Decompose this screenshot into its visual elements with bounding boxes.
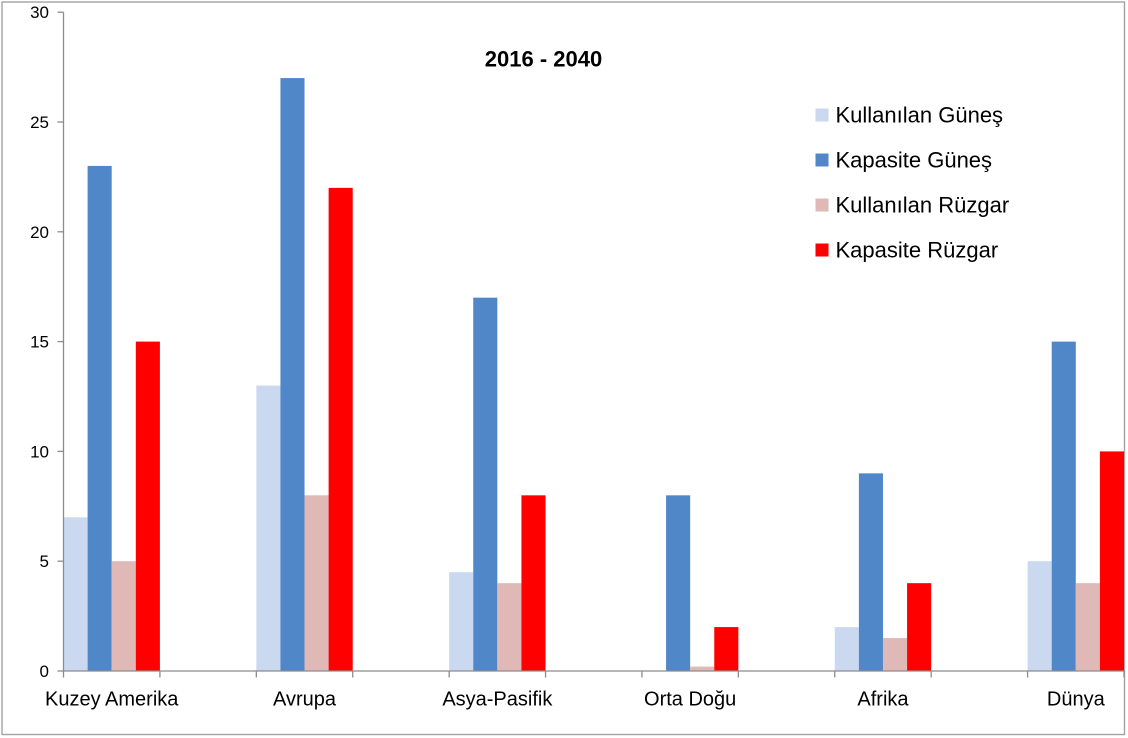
svg-text:5: 5 — [40, 552, 49, 571]
svg-text:15: 15 — [30, 333, 49, 352]
svg-text:Kuzey Amerika: Kuzey Amerika — [45, 689, 179, 711]
svg-text:20: 20 — [30, 223, 49, 242]
svg-text:Kapasite Rüzgar: Kapasite Rüzgar — [836, 238, 999, 263]
svg-text:Asya-Pasifik: Asya-Pasifik — [442, 689, 553, 711]
svg-text:25: 25 — [30, 113, 49, 132]
svg-text:2016 - 2040: 2016 - 2040 — [485, 47, 602, 72]
svg-text:30: 30 — [30, 3, 49, 22]
svg-text:Kullanılan Güneş: Kullanılan Güneş — [836, 103, 1004, 128]
svg-text:Kapasite Güneş: Kapasite Güneş — [836, 148, 993, 173]
svg-text:Orta Doğu: Orta Doğu — [644, 689, 736, 711]
svg-text:0: 0 — [40, 662, 49, 681]
svg-text:Dünya: Dünya — [1047, 689, 1106, 711]
svg-text:Avrupa: Avrupa — [273, 689, 337, 711]
svg-text:Kullanılan Rüzgar: Kullanılan Rüzgar — [836, 193, 1010, 218]
svg-text:Afrika: Afrika — [857, 689, 909, 711]
svg-text:10: 10 — [30, 442, 49, 461]
